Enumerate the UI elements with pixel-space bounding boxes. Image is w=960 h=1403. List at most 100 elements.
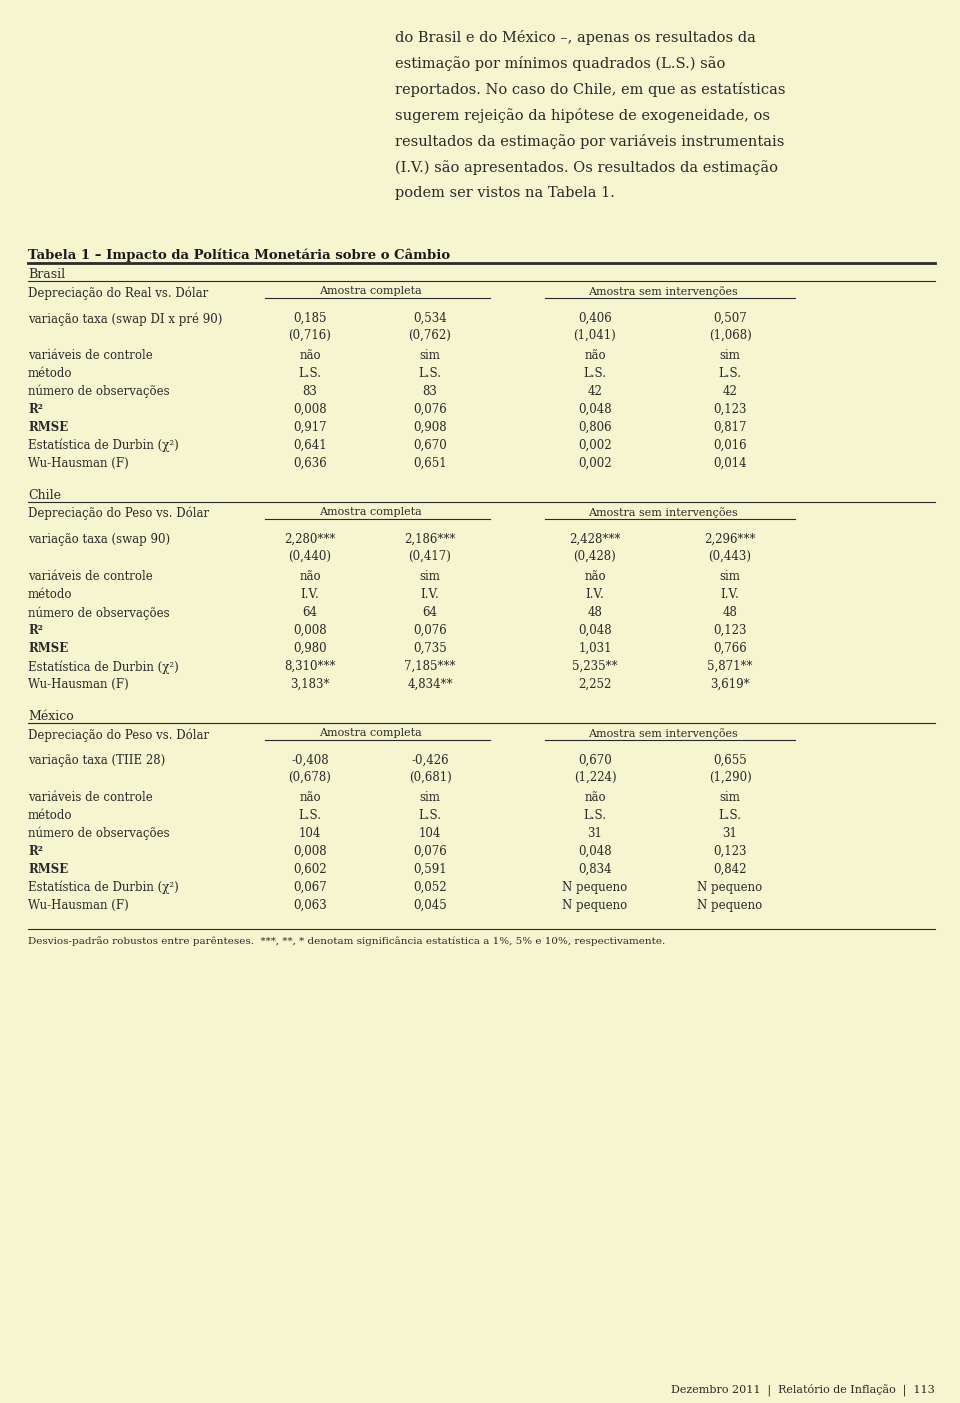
Text: N pequeno: N pequeno <box>563 899 628 912</box>
Text: 0,842: 0,842 <box>713 863 747 875</box>
Text: 3,183*: 3,183* <box>290 678 329 692</box>
Text: -0,426: -0,426 <box>411 753 449 767</box>
Text: L.S.: L.S. <box>718 810 741 822</box>
Text: 0,806: 0,806 <box>578 421 612 434</box>
Text: sugerem rejeição da hipótese de exogeneidade, os: sugerem rejeição da hipótese de exogenei… <box>395 108 770 123</box>
Text: 5,235**: 5,235** <box>572 659 618 673</box>
Text: 0,002: 0,002 <box>578 457 612 470</box>
Text: (0,417): (0,417) <box>409 550 451 563</box>
Text: reportados. No caso do Chile, em que as estatísticas: reportados. No caso do Chile, em que as … <box>395 81 785 97</box>
Text: 0,008: 0,008 <box>293 403 326 417</box>
Text: 2,186***: 2,186*** <box>404 533 456 546</box>
Text: 0,185: 0,185 <box>293 311 326 325</box>
Text: sim: sim <box>420 791 441 804</box>
Text: variação taxa (swap DI x pré 90): variação taxa (swap DI x pré 90) <box>28 311 223 325</box>
Text: I.V.: I.V. <box>721 588 739 600</box>
Text: não: não <box>585 349 606 362</box>
Text: não: não <box>585 791 606 804</box>
Text: Depreciação do Real vs. Dólar: Depreciação do Real vs. Dólar <box>28 286 208 299</box>
Text: Estatística de Durbin (χ²): Estatística de Durbin (χ²) <box>28 881 179 895</box>
Text: 0,766: 0,766 <box>713 643 747 655</box>
Text: número de observações: número de observações <box>28 384 170 398</box>
Text: 0,076: 0,076 <box>413 845 446 859</box>
Text: 4,834**: 4,834** <box>407 678 453 692</box>
Text: L.S.: L.S. <box>584 810 607 822</box>
Text: (0,443): (0,443) <box>708 550 752 563</box>
Text: 2,252: 2,252 <box>578 678 612 692</box>
Text: 83: 83 <box>422 384 438 398</box>
Text: 0,980: 0,980 <box>293 643 326 655</box>
Text: 5,871**: 5,871** <box>708 659 753 673</box>
Text: Amostra sem intervenções: Amostra sem intervenções <box>588 728 737 739</box>
Text: 0,735: 0,735 <box>413 643 446 655</box>
Text: Wu-Hausman (F): Wu-Hausman (F) <box>28 899 129 912</box>
Text: 0,048: 0,048 <box>578 845 612 859</box>
Text: L.S.: L.S. <box>299 810 322 822</box>
Text: 0,076: 0,076 <box>413 624 446 637</box>
Text: 0,908: 0,908 <box>413 421 446 434</box>
Text: não: não <box>300 349 321 362</box>
Text: 3,619*: 3,619* <box>710 678 750 692</box>
Text: 2,296***: 2,296*** <box>705 533 756 546</box>
Text: Amostra completa: Amostra completa <box>319 728 421 738</box>
Text: L.S.: L.S. <box>419 810 442 822</box>
Text: 31: 31 <box>588 826 603 840</box>
Text: 0,045: 0,045 <box>413 899 446 912</box>
Text: Wu-Hausman (F): Wu-Hausman (F) <box>28 678 129 692</box>
Text: 104: 104 <box>299 826 322 840</box>
Text: 0,655: 0,655 <box>713 753 747 767</box>
Text: não: não <box>300 791 321 804</box>
Text: I.V.: I.V. <box>300 588 320 600</box>
Text: variáveis de controle: variáveis de controle <box>28 570 153 584</box>
Text: número de observações: número de observações <box>28 606 170 620</box>
Text: N pequeno: N pequeno <box>697 899 762 912</box>
Text: RMSE: RMSE <box>28 643 68 655</box>
Text: 83: 83 <box>302 384 318 398</box>
Text: 0,917: 0,917 <box>293 421 326 434</box>
Text: Estatística de Durbin (χ²): Estatística de Durbin (χ²) <box>28 659 179 673</box>
Text: 0,507: 0,507 <box>713 311 747 325</box>
Text: 48: 48 <box>723 606 737 619</box>
Text: sim: sim <box>420 349 441 362</box>
Text: R²: R² <box>28 624 43 637</box>
Text: Amostra completa: Amostra completa <box>319 286 421 296</box>
Text: do Brasil e do México –, apenas os resultados da: do Brasil e do México –, apenas os resul… <box>395 29 756 45</box>
Text: 42: 42 <box>723 384 737 398</box>
Text: (1,224): (1,224) <box>574 772 616 784</box>
Text: L.S.: L.S. <box>584 368 607 380</box>
Text: R²: R² <box>28 403 43 417</box>
Text: 8,310***: 8,310*** <box>284 659 336 673</box>
Text: (0,428): (0,428) <box>574 550 616 563</box>
Text: 64: 64 <box>302 606 318 619</box>
Text: sim: sim <box>720 570 740 584</box>
Text: (1,068): (1,068) <box>708 328 752 342</box>
Text: 0,591: 0,591 <box>413 863 446 875</box>
Text: 0,014: 0,014 <box>713 457 747 470</box>
Text: México: México <box>28 710 74 723</box>
Text: sim: sim <box>420 570 441 584</box>
Text: sim: sim <box>720 791 740 804</box>
Text: (1,290): (1,290) <box>708 772 752 784</box>
Text: 0,002: 0,002 <box>578 439 612 452</box>
Text: Amostra sem intervenções: Amostra sem intervenções <box>588 286 737 297</box>
Text: 0,052: 0,052 <box>413 881 446 894</box>
Text: Desvios-padrão robustos entre parênteses.  ***, **, * denotam significância esta: Desvios-padrão robustos entre parênteses… <box>28 936 665 946</box>
Text: RMSE: RMSE <box>28 421 68 434</box>
Text: 2,280***: 2,280*** <box>284 533 336 546</box>
Text: 7,185***: 7,185*** <box>404 659 456 673</box>
Text: Estatística de Durbin (χ²): Estatística de Durbin (χ²) <box>28 439 179 453</box>
Text: Amostra sem intervenções: Amostra sem intervenções <box>588 506 737 518</box>
Text: variação taxa (swap 90): variação taxa (swap 90) <box>28 533 170 546</box>
Text: Brasil: Brasil <box>28 268 65 281</box>
Text: 48: 48 <box>588 606 603 619</box>
Text: resultados da estimação por variáveis instrumentais: resultados da estimação por variáveis in… <box>395 135 784 149</box>
Text: 0,817: 0,817 <box>713 421 747 434</box>
Text: 0,670: 0,670 <box>413 439 446 452</box>
Text: I.V.: I.V. <box>586 588 605 600</box>
Text: (0,716): (0,716) <box>289 328 331 342</box>
Text: 0,008: 0,008 <box>293 845 326 859</box>
Text: Tabela 1 – Impacto da Política Monetária sobre o Câmbio: Tabela 1 – Impacto da Política Monetária… <box>28 248 450 261</box>
Text: (0,440): (0,440) <box>289 550 331 563</box>
Text: não: não <box>585 570 606 584</box>
Text: 0,123: 0,123 <box>713 403 747 417</box>
